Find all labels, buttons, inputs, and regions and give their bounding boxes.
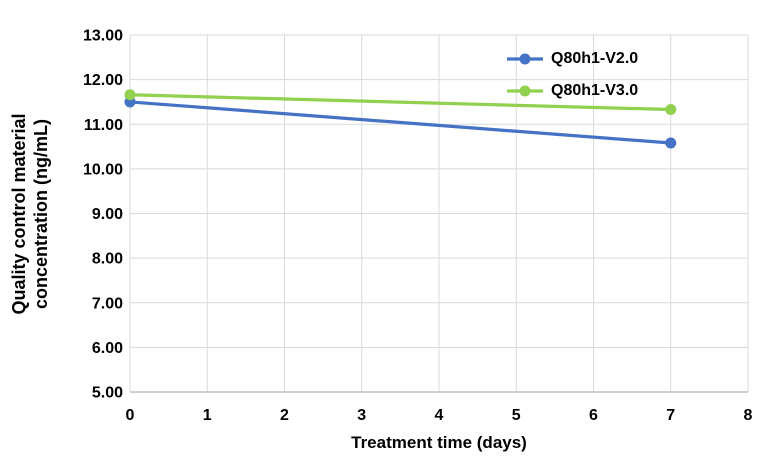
data-point — [665, 104, 677, 116]
y-tick-label: 9.00 — [92, 206, 123, 223]
y-tick-label: 8.00 — [92, 251, 123, 268]
y-tick-label: 10.00 — [83, 161, 123, 178]
x-tick-label: 8 — [744, 407, 753, 424]
x-tick-label: 7 — [666, 407, 675, 424]
x-tick-label: 5 — [512, 407, 521, 424]
y-tick-label: 11.00 — [84, 117, 123, 134]
x-tick-label: 0 — [126, 407, 135, 424]
y-tick-label: 13.00 — [83, 28, 123, 45]
x-tick-label: 2 — [280, 407, 289, 424]
x-tick-label: 4 — [435, 407, 444, 424]
y-tick-label: 7.00 — [92, 295, 123, 312]
legend-label: Q80h1-V2.0 — [551, 50, 639, 67]
legend: Q80h1-V2.0 Q80h1-V3.0 — [506, 43, 638, 107]
x-tick-label: 1 — [203, 407, 212, 424]
data-point — [124, 89, 136, 101]
x-tick-label: 3 — [357, 407, 366, 424]
series-line — [128, 93, 673, 112]
series-line — [128, 100, 673, 145]
y-tick-label: 5.00 — [92, 385, 123, 402]
legend-line-marker-icon — [507, 53, 543, 65]
x-tick-label: 6 — [589, 407, 598, 424]
legend-item: Q80h1-V2.0 — [506, 43, 638, 75]
y-tick-label: 12.00 — [83, 72, 123, 89]
x-axis-title: Treatment time (days) — [351, 433, 527, 452]
y-tick-label: 6.00 — [92, 340, 123, 357]
data-point — [665, 137, 677, 149]
legend-label: Q80h1-V3.0 — [551, 82, 639, 99]
legend-line-marker-icon — [507, 85, 543, 97]
legend-item: Q80h1-V3.0 — [506, 75, 638, 107]
